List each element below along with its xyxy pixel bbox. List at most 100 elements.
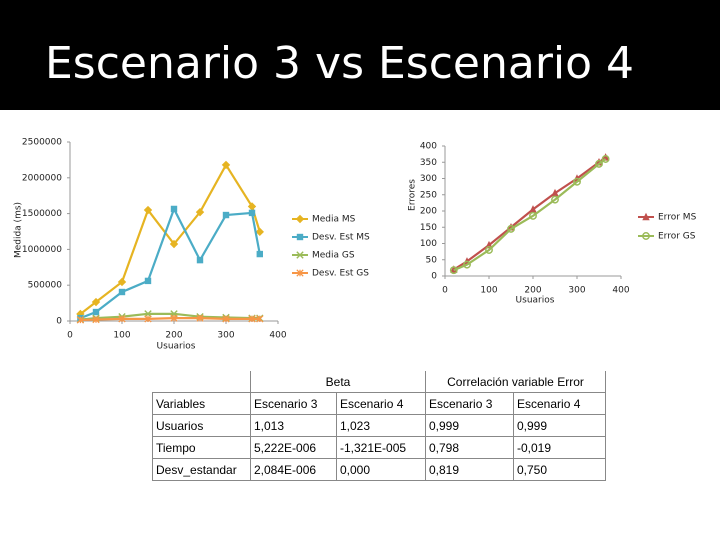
marker bbox=[256, 315, 264, 323]
slide-title: Escenario 3 vs Escenario 4 bbox=[45, 38, 635, 89]
marker bbox=[170, 314, 178, 322]
x-tick-label: 100 bbox=[113, 331, 130, 341]
legend-label: Media GS bbox=[312, 251, 355, 261]
x-tick-label: 400 bbox=[269, 331, 286, 341]
y-axis-label: Medida (ms) bbox=[14, 202, 24, 258]
y-tick-label: 300 bbox=[420, 174, 437, 184]
marker bbox=[222, 315, 230, 323]
marker bbox=[507, 224, 515, 233]
header-cell: Variables bbox=[152, 392, 251, 415]
x-axis-label: Usuarios bbox=[516, 296, 555, 306]
legend-label: Media MS bbox=[312, 215, 356, 225]
y-tick-label: 1000000 bbox=[22, 245, 62, 255]
y-tick-label: 1500000 bbox=[22, 209, 62, 219]
marker bbox=[92, 315, 100, 324]
legend-label: Error MS bbox=[658, 213, 697, 223]
cell: 5,222E-006 bbox=[250, 436, 337, 459]
marker bbox=[255, 227, 264, 237]
cell: 1,013 bbox=[250, 414, 337, 437]
cell: -0,019 bbox=[513, 436, 606, 459]
cell: 0,819 bbox=[425, 458, 514, 481]
x-tick-label: 200 bbox=[524, 286, 541, 296]
series-line bbox=[80, 206, 261, 320]
cell: Desv_estandar bbox=[152, 458, 251, 481]
marker bbox=[256, 250, 263, 258]
group-row: Beta Correlación variable Error bbox=[153, 371, 606, 393]
y-tick-label: 200 bbox=[420, 207, 437, 217]
y-tick-label: 50 bbox=[426, 255, 438, 265]
marker bbox=[295, 214, 305, 224]
marker bbox=[463, 260, 471, 269]
marker bbox=[222, 211, 230, 219]
marker bbox=[642, 212, 650, 221]
empty-cell bbox=[153, 371, 251, 393]
marker bbox=[529, 205, 537, 213]
marker bbox=[195, 207, 205, 217]
marker bbox=[170, 205, 178, 213]
marker bbox=[169, 239, 179, 249]
marker bbox=[485, 240, 493, 249]
marker bbox=[118, 315, 126, 323]
x-tick-label: 200 bbox=[165, 331, 182, 341]
x-tick-label: 300 bbox=[568, 286, 585, 296]
x-tick-label: 0 bbox=[67, 331, 73, 341]
x-axis-label: Usuarios bbox=[157, 342, 196, 352]
marker bbox=[196, 256, 204, 264]
marker bbox=[296, 269, 304, 277]
cell: 0,999 bbox=[425, 414, 514, 437]
y-tick-label: 400 bbox=[420, 142, 437, 152]
row: Tiempo 5,222E-006 -1,321E-005 0,798 -0,019 bbox=[152, 436, 606, 459]
marker bbox=[296, 251, 304, 259]
marker bbox=[118, 288, 126, 296]
y-tick-label: 150 bbox=[420, 223, 437, 233]
cell: 2,084E-006 bbox=[250, 458, 337, 481]
y-tick-label: 0 bbox=[56, 317, 62, 327]
row: Desv_estandar 2,084E-006 0,000 0,819 0,750 bbox=[152, 458, 606, 481]
cell: 0,798 bbox=[425, 436, 514, 459]
results-table: Beta Correlación variable Error Variable… bbox=[152, 371, 606, 481]
marker bbox=[595, 159, 603, 168]
marker bbox=[92, 308, 100, 316]
legend-label: Error GS bbox=[658, 232, 696, 242]
marker bbox=[144, 315, 152, 323]
marker bbox=[551, 188, 559, 197]
marker bbox=[144, 277, 152, 285]
legend-label: Desv. Est MS bbox=[312, 233, 370, 243]
cell: 0,000 bbox=[336, 458, 426, 481]
series-line bbox=[453, 156, 607, 271]
marker bbox=[601, 155, 610, 163]
header-cell: Escenario 4 bbox=[513, 392, 606, 415]
header-cell: Escenario 3 bbox=[425, 392, 514, 415]
marker bbox=[485, 246, 493, 254]
y-tick-label: 2500000 bbox=[22, 138, 62, 148]
cell: Usuarios bbox=[152, 414, 251, 437]
series-line bbox=[453, 158, 607, 272]
cell: 0,750 bbox=[513, 458, 606, 481]
marker bbox=[221, 160, 231, 170]
x-tick-label: 100 bbox=[480, 286, 497, 296]
group-header: Beta bbox=[250, 371, 426, 393]
marker bbox=[529, 211, 537, 220]
cell: 1,023 bbox=[336, 414, 426, 437]
marker bbox=[551, 195, 559, 204]
title-band bbox=[0, 0, 720, 110]
y-tick-label: 250 bbox=[420, 190, 437, 200]
x-tick-label: 400 bbox=[612, 286, 629, 296]
y-axis-label: Errores bbox=[408, 179, 418, 211]
group-header: Correlación variable Error bbox=[425, 371, 606, 393]
cell: -1,321E-005 bbox=[336, 436, 426, 459]
marker bbox=[449, 266, 458, 275]
header-cell: Escenario 4 bbox=[336, 392, 426, 415]
series-line bbox=[80, 317, 260, 322]
y-tick-label: 100 bbox=[420, 239, 437, 249]
marker bbox=[143, 205, 153, 215]
marker bbox=[196, 314, 204, 322]
marker bbox=[573, 177, 581, 186]
marker bbox=[248, 209, 256, 217]
marker bbox=[91, 297, 101, 307]
header-row: Variables Escenario 3 Escenario 4 Escena… bbox=[152, 392, 606, 415]
marker bbox=[117, 277, 127, 287]
row: Usuarios 1,013 1,023 0,999 0,999 bbox=[152, 414, 606, 437]
